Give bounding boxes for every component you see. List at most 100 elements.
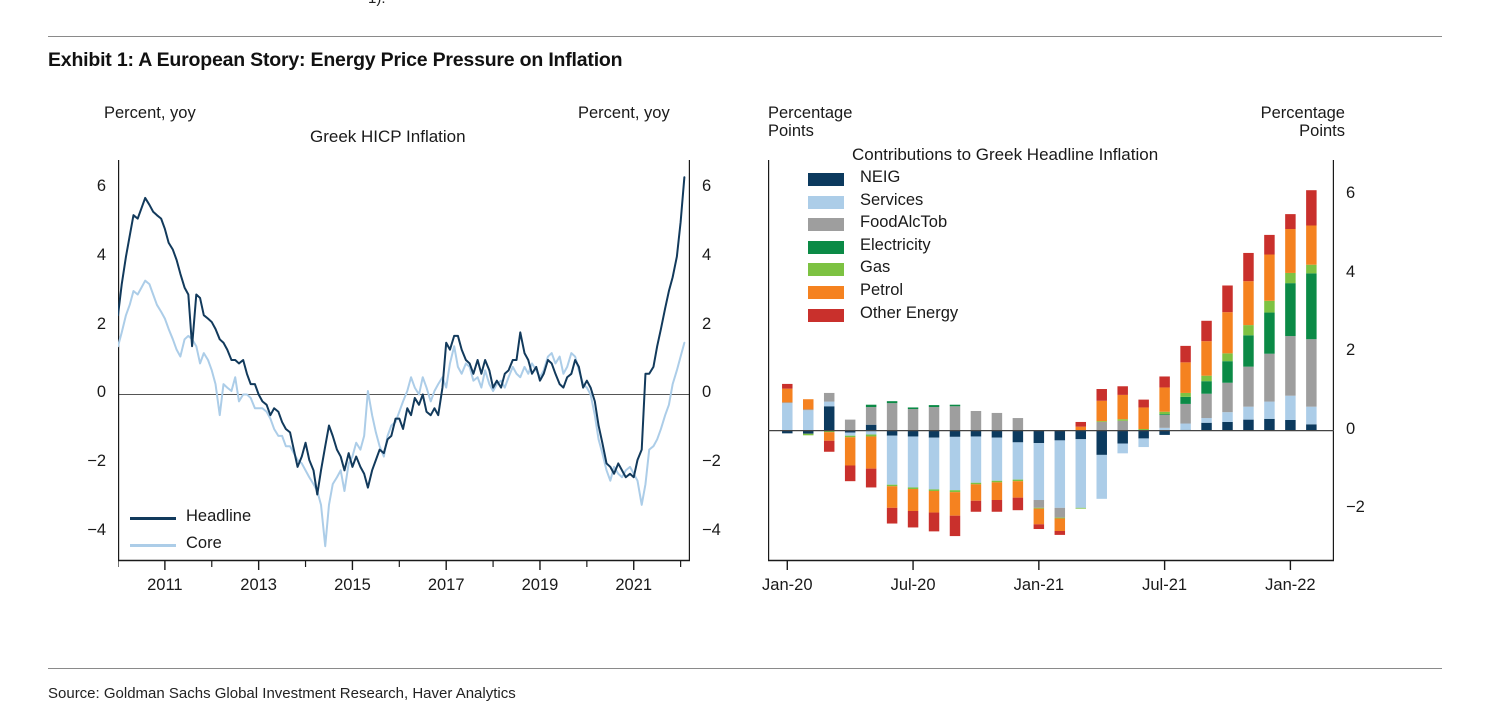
bar-segment-services [907,436,919,488]
bar-segment-services [803,410,814,431]
bar-segment-petrol [1264,254,1275,301]
bar-segment-petrol [1138,407,1149,430]
bar-segment-petrol [1117,394,1128,420]
bar-segment-gas [865,434,877,437]
bar-segment-neig [970,430,982,437]
bar-group [1285,214,1296,431]
bar-segment-foodalctob [1201,393,1212,419]
bar-group [1012,418,1024,511]
bar-group [803,399,814,436]
bar-segment-neig [1117,430,1128,444]
bar-segment-petrol [886,486,898,508]
bar-segment-electricity [1264,312,1275,354]
bar-segment-electricity [1306,273,1317,340]
bar-segment-petrol [782,388,793,403]
bar-segment-other-energy [907,510,919,528]
bar-segment-petrol [1222,312,1233,354]
line-chart-plot [118,160,690,602]
bar-segment-petrol [907,489,919,511]
bar-segment-petrol [1075,426,1087,431]
bar-segment-foodalctob [1306,339,1317,407]
bar-segment-neig [865,424,877,431]
bar-segment-neig [823,406,835,431]
bar-segment-services [865,430,877,435]
bar-segment-other-energy [1138,399,1149,408]
bar-segment-petrol [991,482,1003,500]
bar-segment-services [782,403,793,431]
y-tick-label: 6 [1346,184,1356,203]
bar-group [970,410,982,512]
bar-group [1201,320,1212,431]
bar-segment-other-energy [782,383,793,389]
bar-segment-services [1033,443,1045,500]
bar-segment-petrol [1033,508,1045,525]
bar-segment-foodalctob [1159,414,1170,428]
y-tick-label: 6 [702,176,712,195]
legend-swatch-gas [808,263,844,277]
left-chart-panel: Percent, yoy Percent, yoy Greek HICP Inf… [0,0,740,660]
bar-segment-gas [991,480,1003,483]
footer-divider [48,668,1442,669]
bar-group [1138,399,1149,448]
bar-group [991,412,1003,512]
y-tick-label: −4 [87,521,106,540]
legend-swatch-core [130,543,176,547]
bar-segment-other-energy [1201,320,1212,342]
bar-segment-foodalctob [1054,507,1066,518]
bar-segment-foodalctob [991,412,1003,431]
bar-segment-other-energy [1306,190,1317,226]
bar-group [1054,430,1066,535]
bar-segment-other-energy [844,465,856,482]
bar-segment-neig [782,430,793,434]
bar-segment-petrol [1054,518,1066,531]
bar-segment-neig [928,430,940,438]
legend-label-headline: Headline [186,506,252,525]
y-tick-label: 0 [1346,419,1356,438]
bar-segment-services [1159,427,1170,431]
bar-group [1096,389,1107,499]
legend-label-services: Services [860,190,924,209]
bar-segment-neig [907,430,919,437]
bar-segment-gas [1201,375,1212,382]
x-tick-label: 2017 [427,576,465,594]
legend-label-neig: NEIG [860,168,901,186]
bar-segment-services [1117,443,1128,454]
y-tick-label: 0 [702,383,712,402]
bar-segment-electricity [1201,381,1212,394]
legend-swatch-services [808,195,844,209]
bar-segment-foodalctob [782,402,793,404]
bar-segment-services [1285,395,1296,420]
line-chart-title: Greek HICP Inflation [310,127,466,146]
right-chart-panel: Percentage Points Percentage Points Cont… [740,0,1490,660]
legend-swatch-foodalctob [808,218,844,232]
bar-segment-services [970,436,982,483]
bar-segment-gas [1075,507,1087,509]
bar-segment-services [991,437,1003,481]
bar-segment-other-energy [1075,421,1087,427]
bar-segment-petrol [1201,341,1212,376]
bar-segment-other-energy [1243,252,1254,282]
bar-segment-gas [1222,353,1233,362]
bar-segment-petrol [1306,225,1317,265]
bar-group [949,404,961,537]
bar-group [1033,430,1045,530]
bar-segment-neig [991,430,1003,438]
bar-segment-petrol [1180,362,1191,393]
y-tick-label: −2 [1346,498,1365,517]
bar-segment-petrol [1159,387,1170,412]
bar-segment-foodalctob [1285,336,1296,396]
legend-label-gas: Gas [860,258,891,277]
legend-swatch-neig [808,173,844,186]
bar-group [1159,376,1170,435]
bar-segment-other-energy [886,507,898,524]
bar-segment-foodalctob [865,407,877,425]
bar-segment-neig [1054,430,1066,441]
bar-group [1243,252,1254,431]
bar-segment-gas [1054,517,1066,519]
bar-segment-petrol [970,484,982,501]
bar-segment-foodalctob [1117,420,1128,431]
bar-segment-gas [1012,479,1024,482]
bar-segment-other-energy [991,500,1003,512]
y-tick-label: 4 [1346,262,1356,281]
bar-segment-other-energy [970,500,982,512]
